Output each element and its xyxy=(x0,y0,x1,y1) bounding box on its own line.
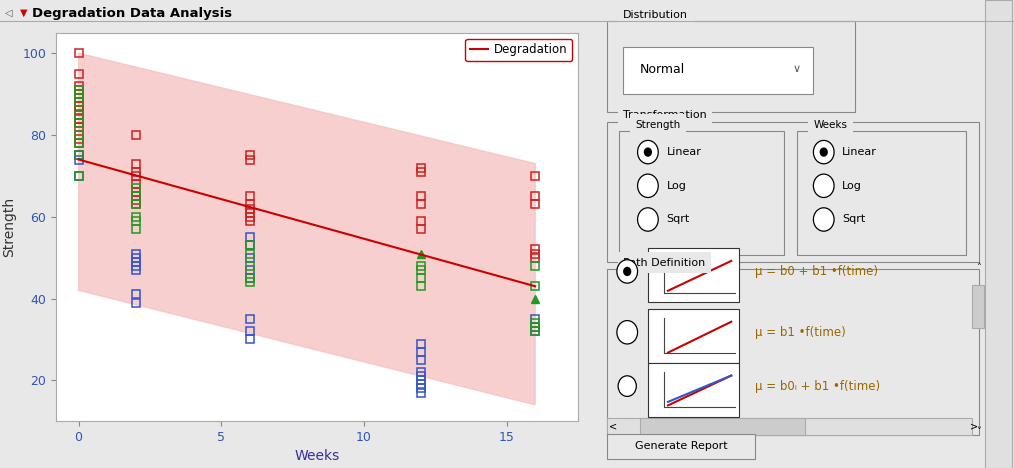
Text: ∨: ∨ xyxy=(793,64,801,74)
Text: Transformation: Transformation xyxy=(623,110,707,120)
FancyBboxPatch shape xyxy=(606,122,979,262)
Text: Sqrt: Sqrt xyxy=(666,214,690,225)
Text: Sqrt: Sqrt xyxy=(843,214,866,225)
FancyBboxPatch shape xyxy=(648,248,739,302)
Y-axis label: Strength: Strength xyxy=(3,197,16,257)
Text: Log: Log xyxy=(666,181,686,191)
Text: <: < xyxy=(608,421,617,431)
FancyBboxPatch shape xyxy=(606,21,855,112)
Circle shape xyxy=(617,260,638,283)
FancyBboxPatch shape xyxy=(606,418,971,435)
Circle shape xyxy=(813,208,835,231)
FancyBboxPatch shape xyxy=(648,363,739,417)
FancyBboxPatch shape xyxy=(623,47,813,94)
Circle shape xyxy=(638,208,658,231)
Text: μ = b0ᵢ + b1 •f(time): μ = b0ᵢ + b1 •f(time) xyxy=(755,380,880,393)
FancyBboxPatch shape xyxy=(972,285,984,328)
FancyBboxPatch shape xyxy=(648,309,739,363)
Text: ▼: ▼ xyxy=(20,8,27,18)
Text: μ = b0 + b1 •f(time): μ = b0 + b1 •f(time) xyxy=(755,265,878,278)
Circle shape xyxy=(638,140,658,164)
Circle shape xyxy=(819,147,827,157)
Text: Weeks: Weeks xyxy=(813,120,848,130)
Circle shape xyxy=(617,321,638,344)
Text: Degradation Data Analysis: Degradation Data Analysis xyxy=(32,7,232,20)
Text: >: > xyxy=(969,421,977,431)
Text: Linear: Linear xyxy=(666,147,702,157)
Text: Log: Log xyxy=(843,181,862,191)
FancyBboxPatch shape xyxy=(619,131,785,255)
Circle shape xyxy=(619,376,637,396)
FancyBboxPatch shape xyxy=(640,418,805,435)
Circle shape xyxy=(623,267,632,276)
FancyBboxPatch shape xyxy=(797,131,966,255)
Circle shape xyxy=(813,140,835,164)
FancyBboxPatch shape xyxy=(985,0,1012,468)
Text: μ = b1 •f(time): μ = b1 •f(time) xyxy=(755,326,847,339)
Circle shape xyxy=(813,174,835,197)
Text: ˅: ˅ xyxy=(975,427,981,438)
Text: Linear: Linear xyxy=(843,147,877,157)
Text: Generate Report: Generate Report xyxy=(635,441,727,452)
FancyBboxPatch shape xyxy=(606,434,755,459)
Polygon shape xyxy=(79,53,535,405)
Circle shape xyxy=(644,147,652,157)
Circle shape xyxy=(638,174,658,197)
Text: Path Definition: Path Definition xyxy=(623,258,706,268)
Text: ˄: ˄ xyxy=(975,263,981,273)
FancyBboxPatch shape xyxy=(606,269,979,435)
Text: Strength: Strength xyxy=(636,120,680,130)
X-axis label: Weeks: Weeks xyxy=(294,449,340,463)
Text: Normal: Normal xyxy=(640,63,684,76)
Legend: Degradation: Degradation xyxy=(465,39,572,61)
Text: ◁: ◁ xyxy=(5,8,12,18)
Text: Distribution: Distribution xyxy=(623,10,689,20)
